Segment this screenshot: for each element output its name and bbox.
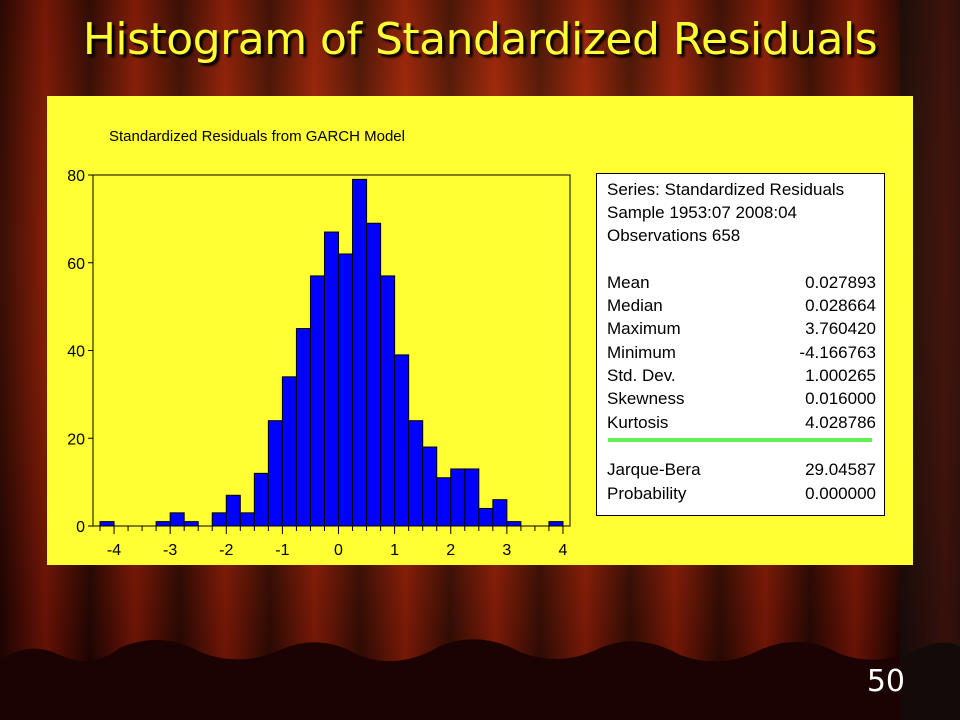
stats-row-minimum: Minimum -4.166763 (607, 343, 876, 362)
histogram-bar (436, 477, 452, 527)
stats-row-kurtosis: Kurtosis 4.028786 (607, 413, 876, 432)
histogram-bar (338, 253, 354, 527)
histogram-bar (169, 512, 185, 527)
histogram-bar (408, 420, 424, 527)
histogram-chart: 0 20 40 60 80 -4 -3 -2 -1 0 1 2 3 4 (67, 168, 571, 559)
descriptive-stats-box: Series: Standardized Residuals Sample 19… (596, 173, 885, 516)
stats-row-probability: Probability 0.000000 (607, 484, 876, 503)
stats-observations-line: Observations 658 (607, 226, 741, 245)
histogram-bar (548, 521, 564, 527)
x-tick-label: 1 (390, 542, 399, 559)
x-tick-label: -3 (163, 542, 177, 559)
stats-row-jarque-bera: Jarque-Bera 29.04587 (607, 460, 876, 479)
x-tick-label: 0 (334, 542, 343, 559)
x-tick-label: 4 (559, 542, 568, 559)
histogram-bar (155, 521, 171, 527)
x-tick-label: -2 (219, 542, 233, 559)
stats-row-mean: Mean 0.027893 (607, 273, 876, 292)
x-tick-label: -4 (107, 542, 121, 559)
stats-series-line: Series: Standardized Residuals (607, 180, 845, 199)
histogram-bar (450, 468, 466, 527)
page-number: 50 (866, 664, 905, 699)
histogram-bar (464, 468, 480, 527)
histogram-bar (323, 231, 340, 527)
curtain-valance (0, 639, 960, 720)
histogram-bar (253, 472, 269, 527)
stats-row-skewness: Skewness 0.016000 (607, 389, 876, 408)
chart-panel: 0 20 40 60 80 -4 -3 -2 -1 0 1 2 3 4 Standardized Resi… (47, 96, 913, 565)
y-tick-label: 60 (67, 256, 85, 273)
histogram-bar (267, 420, 283, 527)
stats-row-maximum: Maximum 3.760420 (607, 319, 876, 338)
histogram-bar (225, 494, 241, 527)
stats-row-std-dev: Std. Dev. 1.000265 (607, 366, 876, 385)
y-tick-label: 80 (67, 168, 85, 185)
histogram-bar (394, 354, 410, 527)
stats-sample-line: Sample 1953:07 2008:04 (607, 203, 797, 222)
y-tick-label: 40 (67, 344, 85, 361)
x-tick-label: 2 (446, 542, 455, 559)
x-tick-label: -1 (275, 542, 289, 559)
histogram-bar (506, 521, 522, 527)
histogram-bar (239, 512, 255, 527)
histogram-bar (281, 376, 297, 527)
histogram-bar (492, 499, 508, 527)
histogram-bar (211, 512, 227, 527)
histogram-bar (295, 328, 311, 527)
histogram-bar (380, 275, 396, 527)
histogram-bar (99, 521, 115, 527)
y-tick-label: 20 (67, 431, 85, 448)
histogram-bar (366, 222, 382, 527)
histogram-bar (183, 521, 199, 527)
stats-row-median: Median 0.028664 (607, 296, 876, 315)
histogram-bar (309, 275, 325, 527)
histogram-bar (352, 178, 368, 527)
slide-title: Histogram of Standardized Residuals (82, 14, 878, 65)
x-tick-label: 3 (502, 542, 511, 559)
chart-title: Standardized Residuals from GARCH Model (109, 128, 405, 145)
histogram-bar (478, 507, 494, 527)
kurtosis-highlight-underline (608, 438, 872, 442)
y-tick-label: 0 (76, 519, 85, 536)
histogram-bar (422, 446, 438, 527)
